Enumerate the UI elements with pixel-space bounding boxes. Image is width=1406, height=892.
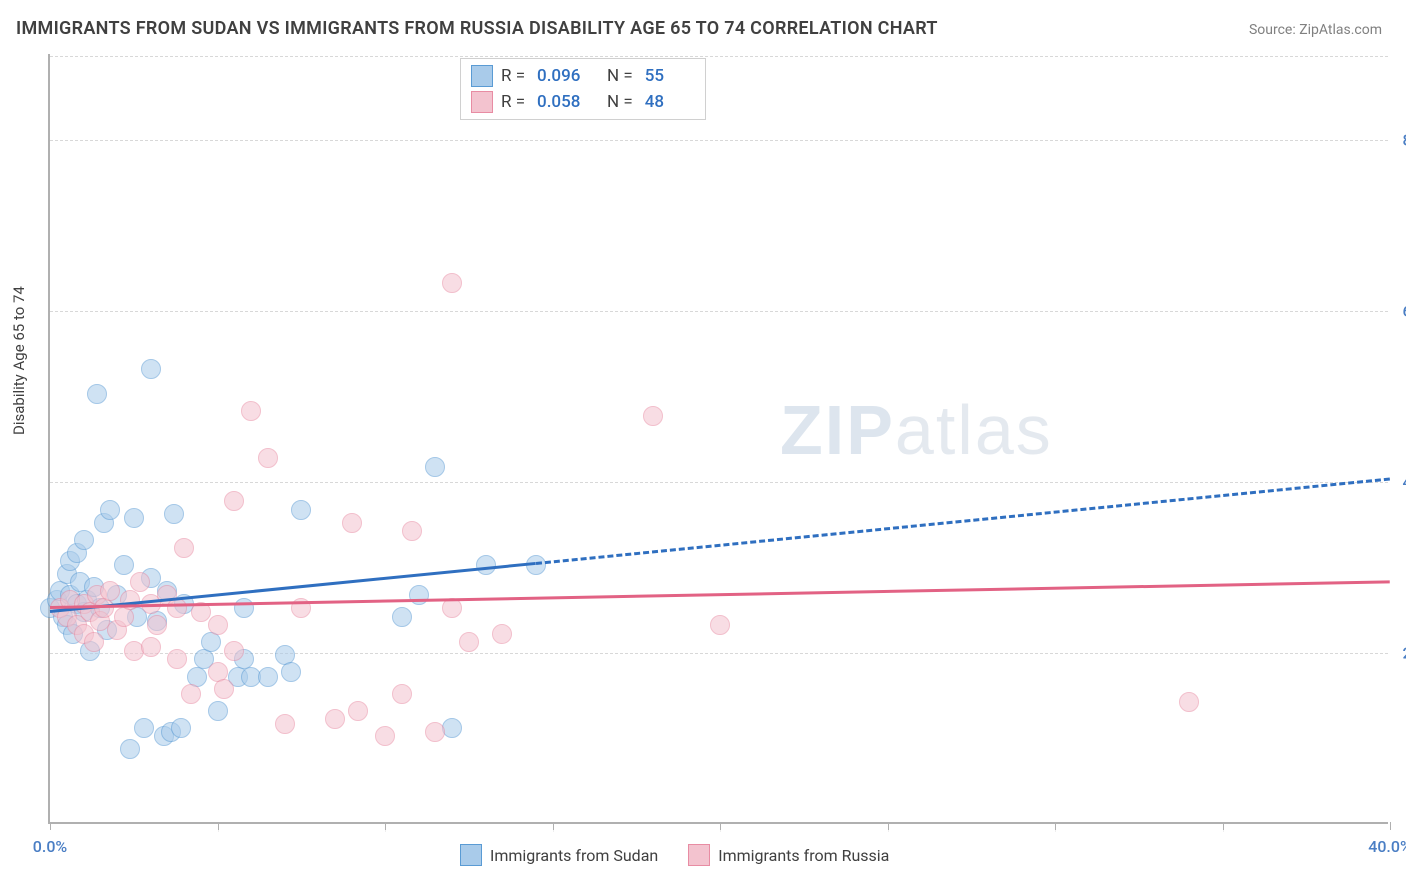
scatter-point-russia	[141, 637, 161, 657]
legend-row-sudan: R = 0.096 N = 55	[471, 63, 695, 89]
legend-item-sudan: Immigrants from Sudan	[460, 844, 658, 866]
legend-n-value-russia: 48	[645, 92, 695, 112]
scatter-point-sudan	[201, 632, 221, 652]
scatter-point-russia	[342, 513, 362, 533]
scatter-point-russia	[224, 641, 244, 661]
x-tick	[1390, 822, 1391, 830]
scatter-point-russia	[325, 709, 345, 729]
scatter-point-russia	[241, 401, 261, 421]
legend-r-value-russia: 0.058	[537, 92, 587, 112]
gridline-h	[50, 482, 1388, 483]
x-tick	[720, 822, 721, 830]
scatter-point-sudan	[442, 718, 462, 738]
scatter-point-sudan	[409, 585, 429, 605]
scatter-point-russia	[174, 538, 194, 558]
legend-n-label: N =	[607, 66, 633, 86]
scatter-point-russia	[492, 624, 512, 644]
x-tick-label: 0.0%	[33, 837, 67, 856]
x-tick	[385, 822, 386, 830]
scatter-point-russia	[375, 726, 395, 746]
scatter-point-sudan	[291, 500, 311, 520]
legend-r-label: R =	[501, 92, 525, 112]
scatter-point-russia	[208, 615, 228, 635]
x-tick	[50, 822, 51, 830]
gridline-h	[50, 311, 1388, 312]
scatter-point-russia	[643, 406, 663, 426]
chart-title: IMMIGRANTS FROM SUDAN VS IMMIGRANTS FROM…	[16, 18, 938, 39]
scatter-point-russia	[258, 448, 278, 468]
gridline-h	[50, 140, 1388, 141]
scatter-point-sudan	[281, 662, 301, 682]
gridline-h	[50, 56, 1388, 57]
legend-n-label: N =	[607, 92, 633, 112]
scatter-point-russia	[167, 649, 187, 669]
scatter-point-russia	[442, 273, 462, 293]
scatter-point-russia	[710, 615, 730, 635]
y-tick-label: 20.0%	[1402, 643, 1406, 662]
y-tick-label: 60.0%	[1402, 301, 1406, 320]
scatter-point-russia	[425, 722, 445, 742]
scatter-point-russia	[1179, 692, 1199, 712]
legend-n-value-sudan: 55	[645, 66, 695, 86]
scatter-point-sudan	[141, 359, 161, 379]
scatter-point-sudan	[120, 739, 140, 759]
scatter-point-russia	[348, 701, 368, 721]
y-axis-label: Disability Age 65 to 74	[10, 286, 28, 435]
scatter-point-sudan	[100, 500, 120, 520]
scatter-point-russia	[114, 607, 134, 627]
scatter-point-russia	[84, 632, 104, 652]
legend-row-russia: R = 0.058 N = 48	[471, 89, 695, 115]
legend-swatch-russia	[471, 91, 493, 113]
source-attribution: Source: ZipAtlas.com	[1249, 22, 1382, 38]
legend-swatch-sudan	[471, 65, 493, 87]
scatter-point-sudan	[87, 384, 107, 404]
legend-r-value-sudan: 0.096	[537, 66, 587, 86]
scatter-point-sudan	[208, 701, 228, 721]
scatter-point-sudan	[164, 504, 184, 524]
scatter-point-russia	[224, 491, 244, 511]
x-tick-label: 40.0%	[1368, 837, 1406, 856]
scatter-point-russia	[275, 714, 295, 734]
legend-correlation: R = 0.096 N = 55 R = 0.058 N = 48	[460, 58, 706, 120]
scatter-point-russia	[459, 632, 479, 652]
x-tick	[553, 822, 554, 830]
scatter-point-sudan	[258, 667, 278, 687]
scatter-point-sudan	[392, 607, 412, 627]
scatter-point-russia	[402, 521, 422, 541]
x-tick	[1055, 822, 1056, 830]
y-tick-label: 80.0%	[1402, 130, 1406, 149]
scatter-point-russia	[130, 572, 150, 592]
scatter-point-russia	[392, 684, 412, 704]
legend-series: Immigrants from Sudan Immigrants from Ru…	[460, 844, 889, 866]
trendline-russia	[50, 580, 1390, 609]
plot-area: 20.0%40.0%60.0%80.0%0.0%40.0%	[48, 54, 1388, 824]
y-tick-label: 40.0%	[1402, 472, 1406, 491]
legend-swatch-russia	[688, 844, 710, 866]
x-tick	[1223, 822, 1224, 830]
scatter-point-sudan	[425, 457, 445, 477]
scatter-point-sudan	[114, 555, 134, 575]
scatter-point-russia	[167, 598, 187, 618]
trendline-sudan-dashed	[536, 477, 1391, 565]
x-tick	[888, 822, 889, 830]
legend-item-russia: Immigrants from Russia	[688, 844, 889, 866]
scatter-point-sudan	[74, 530, 94, 550]
scatter-point-russia	[100, 581, 120, 601]
legend-r-label: R =	[501, 66, 525, 86]
scatter-point-russia	[147, 615, 167, 635]
x-tick	[218, 822, 219, 830]
scatter-point-russia	[181, 684, 201, 704]
legend-label-russia: Immigrants from Russia	[718, 846, 889, 865]
legend-swatch-sudan	[460, 844, 482, 866]
scatter-point-sudan	[124, 508, 144, 528]
scatter-point-sudan	[134, 718, 154, 738]
scatter-point-russia	[214, 679, 234, 699]
scatter-point-sudan	[171, 718, 191, 738]
legend-label-sudan: Immigrants from Sudan	[490, 846, 658, 865]
